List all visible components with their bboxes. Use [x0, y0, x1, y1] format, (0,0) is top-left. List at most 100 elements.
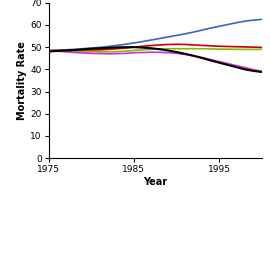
Screening and Treatment [158, 51, 161, 54]
Treatment only [201, 47, 204, 50]
Screening and Treatment [81, 51, 84, 55]
U.S. (Actual) [73, 48, 76, 52]
U.S. (Actual) [158, 47, 161, 51]
Treatment only [115, 50, 119, 53]
Screening only [64, 49, 67, 52]
No Screening Treatment [158, 37, 161, 40]
Screening and Treatment [192, 54, 195, 57]
Screening only [149, 44, 153, 47]
No Screening Treatment [235, 21, 238, 24]
Screening only [107, 48, 110, 51]
Screening only [252, 46, 255, 49]
U.S. (Actual) [107, 46, 110, 49]
No Screening Treatment [98, 46, 102, 49]
Line: U.S. (Actual): U.S. (Actual) [49, 47, 262, 72]
U.S. (Actual) [252, 69, 255, 73]
No Screening Treatment [149, 38, 153, 42]
No Screening Treatment [124, 43, 127, 46]
Screening and Treatment [260, 70, 264, 73]
Screening only [98, 48, 102, 52]
Treatment only [73, 49, 76, 53]
Screening and Treatment [166, 51, 170, 54]
Treatment only [252, 48, 255, 51]
Screening and Treatment [124, 52, 127, 55]
Screening and Treatment [243, 66, 247, 69]
Screening only [81, 49, 84, 52]
Screening only [56, 49, 59, 52]
Treatment only [235, 48, 238, 51]
Screening only [235, 45, 238, 48]
No Screening Treatment [201, 28, 204, 32]
No Screening Treatment [260, 18, 264, 21]
No Screening Treatment [81, 47, 84, 50]
Treatment only [192, 47, 195, 50]
Screening and Treatment [218, 60, 221, 63]
Screening and Treatment [73, 51, 76, 54]
Screening only [260, 46, 264, 49]
No Screening Treatment [141, 40, 144, 43]
Screening and Treatment [98, 52, 102, 55]
Screening and Treatment [64, 50, 67, 54]
U.S. (Actual) [132, 46, 136, 49]
U.S. (Actual) [184, 52, 187, 55]
Screening only [132, 46, 136, 49]
Treatment only [226, 47, 230, 51]
Screening only [90, 48, 93, 52]
U.S. (Actual) [209, 59, 212, 62]
No Screening Treatment [132, 41, 136, 45]
Screening and Treatment [252, 68, 255, 71]
Treatment only [47, 49, 50, 52]
U.S. (Actual) [98, 47, 102, 50]
Y-axis label: Mortality Rate: Mortality Rate [17, 41, 27, 120]
Treatment only [260, 48, 264, 51]
Treatment only [243, 48, 247, 51]
No Screening Treatment [252, 18, 255, 22]
Treatment only [175, 47, 178, 50]
U.S. (Actual) [115, 46, 119, 49]
Screening only [192, 43, 195, 47]
Screening only [73, 49, 76, 52]
U.S. (Actual) [124, 46, 127, 49]
Treatment only [149, 48, 153, 51]
Treatment only [218, 47, 221, 51]
No Screening Treatment [64, 48, 67, 52]
U.S. (Actual) [235, 65, 238, 69]
Line: Treatment only: Treatment only [49, 49, 262, 52]
U.S. (Actual) [192, 54, 195, 57]
Screening only [209, 44, 212, 47]
Treatment only [107, 50, 110, 54]
Treatment only [184, 47, 187, 50]
Screening and Treatment [226, 62, 230, 65]
No Screening Treatment [90, 46, 93, 50]
Screening only [115, 47, 119, 50]
Screening and Treatment [141, 51, 144, 54]
Screening only [124, 46, 127, 50]
No Screening Treatment [166, 35, 170, 39]
U.S. (Actual) [141, 46, 144, 49]
Treatment only [64, 49, 67, 53]
U.S. (Actual) [166, 49, 170, 52]
Screening and Treatment [235, 64, 238, 67]
Screening only [201, 44, 204, 47]
No Screening Treatment [73, 48, 76, 51]
No Screening Treatment [175, 34, 178, 37]
U.S. (Actual) [218, 61, 221, 64]
Screening and Treatment [115, 52, 119, 55]
No Screening Treatment [47, 49, 50, 52]
U.S. (Actual) [226, 63, 230, 67]
Screening only [218, 45, 221, 48]
Treatment only [124, 49, 127, 53]
Screening and Treatment [201, 56, 204, 59]
Screening and Treatment [184, 53, 187, 56]
X-axis label: Year: Year [143, 177, 167, 187]
U.S. (Actual) [149, 47, 153, 50]
No Screening Treatment [107, 45, 110, 48]
Screening and Treatment [132, 51, 136, 54]
Screening and Treatment [56, 49, 59, 53]
Screening only [166, 43, 170, 46]
Treatment only [90, 50, 93, 53]
Treatment only [209, 47, 212, 51]
U.S. (Actual) [64, 49, 67, 52]
Treatment only [81, 50, 84, 53]
Treatment only [132, 49, 136, 52]
